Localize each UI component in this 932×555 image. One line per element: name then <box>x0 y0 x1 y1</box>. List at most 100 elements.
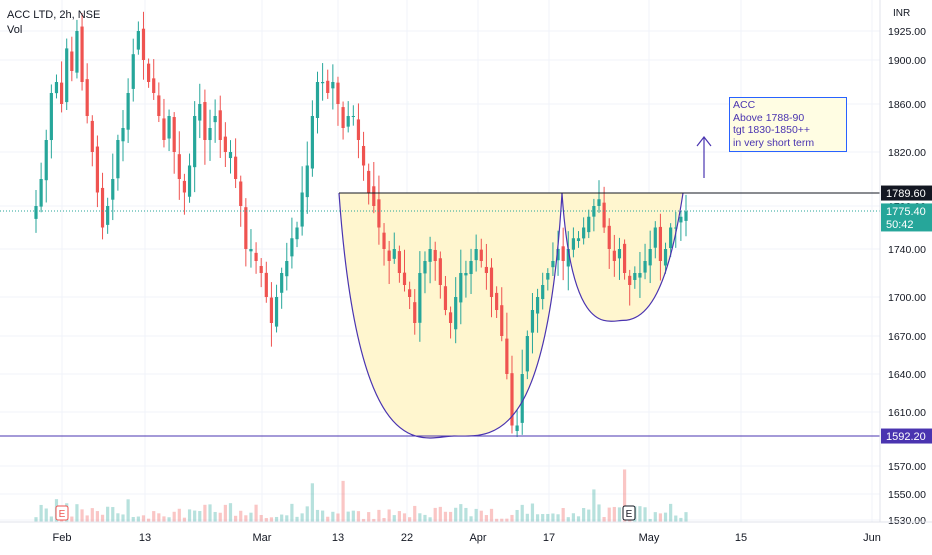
candle-body <box>249 249 253 252</box>
candle-body <box>218 110 222 140</box>
volume-bar <box>612 506 616 522</box>
handle-pattern-curve <box>561 192 684 322</box>
candle-body <box>167 116 171 139</box>
candle-body <box>367 170 371 193</box>
volume-bar <box>418 513 422 522</box>
y-tick-label: 1925.00 <box>888 26 926 38</box>
volume-bar <box>295 516 299 522</box>
candle-body <box>520 374 524 423</box>
candle-body <box>356 119 361 140</box>
volume-bar <box>177 508 181 522</box>
volume-bar <box>377 509 381 522</box>
candle-body <box>479 249 483 261</box>
candle-body <box>387 250 391 261</box>
candle-body <box>674 227 678 229</box>
chart-title: ACC LTD, 2h, NSE <box>7 9 101 21</box>
volume-bar <box>669 503 673 522</box>
x-tick-label: Jun <box>863 532 881 544</box>
candle-body <box>510 373 514 426</box>
candle-body <box>428 249 432 262</box>
volume-bar <box>622 469 627 522</box>
target-arrow-icon <box>696 136 712 178</box>
note-line: tgt 1830-1850++ <box>733 124 811 136</box>
candle-body <box>244 207 248 249</box>
volume-bar <box>249 512 253 522</box>
price-marker-badge <box>881 428 932 444</box>
volume-bar <box>106 506 110 522</box>
candle-body <box>141 28 146 60</box>
x-tick-label: 15 <box>735 532 747 544</box>
y-tick-label: 1820.00 <box>888 147 926 159</box>
candle-body <box>571 238 576 250</box>
candle-body <box>648 249 652 266</box>
y-tick-label: 1640.00 <box>888 369 926 381</box>
volume-bar <box>459 504 463 522</box>
candle-body <box>612 250 616 261</box>
candle-body <box>157 95 161 116</box>
candle-body <box>254 252 258 261</box>
volume-bar <box>274 516 279 522</box>
candle-body <box>592 206 596 217</box>
volume-bar <box>70 516 74 522</box>
candle-body <box>408 289 412 297</box>
price-marker-countdown: 50:42 <box>886 219 914 231</box>
volume-bar <box>674 515 678 522</box>
candle-body <box>49 93 53 141</box>
volume-bar <box>285 515 289 522</box>
volume-bar <box>510 514 514 522</box>
note-line: in very short term <box>733 136 815 149</box>
candle-body <box>658 226 663 261</box>
candle-body <box>65 48 69 103</box>
candle-body <box>413 302 417 323</box>
x-tick-label: 13 <box>139 532 151 544</box>
candle-body <box>193 116 197 168</box>
candle-body <box>541 285 545 300</box>
volume-bar <box>213 511 217 522</box>
candle-body <box>213 116 217 123</box>
volume-bar <box>146 518 151 522</box>
candle-body <box>351 116 355 117</box>
volume-bar <box>315 509 320 522</box>
volume-bar <box>397 511 401 522</box>
candle-body <box>515 425 519 431</box>
volume-bar <box>382 517 386 522</box>
volume-bar <box>546 513 550 522</box>
candle-body <box>198 104 202 121</box>
candle-body <box>111 179 115 200</box>
candle-body <box>116 140 120 179</box>
volume-bar <box>305 506 309 522</box>
candle-body <box>259 265 263 273</box>
volume-bar <box>663 512 668 522</box>
y-tick-label: 1530.00 <box>888 515 926 527</box>
candle-body <box>290 238 294 257</box>
candle-body <box>280 273 284 293</box>
analysis-note[interactable]: ACC Above 1788-90 tgt 1830-1850++ in ver… <box>729 97 847 152</box>
volume-bar <box>111 507 115 522</box>
earnings-marker-label: E <box>59 509 66 520</box>
y-tick-label: 1900.00 <box>888 55 926 67</box>
volume-bar <box>341 480 345 522</box>
volume-label: Vol <box>7 24 23 36</box>
candle-body <box>146 63 151 82</box>
volume-bar <box>525 513 529 522</box>
x-tick-label: Apr <box>469 532 486 544</box>
volume-bar <box>90 508 94 522</box>
y-tick-label: 1700.00 <box>888 292 926 304</box>
volume-bar <box>187 509 192 522</box>
candle-body <box>95 146 100 193</box>
candle-body <box>54 82 59 94</box>
volume-bar <box>408 517 412 522</box>
volume-bar <box>264 518 268 522</box>
candle-body <box>551 261 555 268</box>
candle-body <box>418 273 422 323</box>
volume-bar <box>474 508 478 522</box>
candle-body <box>305 165 309 198</box>
candle-body <box>561 246 565 261</box>
volume-bar <box>576 516 581 522</box>
volume-bar <box>162 516 166 522</box>
volume-bar <box>597 504 601 522</box>
volume-bar <box>500 518 504 522</box>
volume-bar <box>239 510 243 522</box>
